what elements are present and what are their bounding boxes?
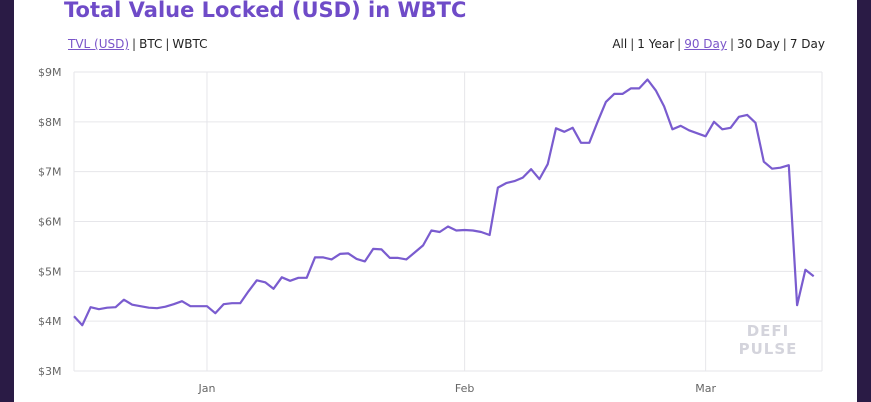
defi-pulse-watermark: DEFI PULSE	[732, 322, 804, 358]
tab-separator: |	[132, 37, 137, 51]
y-tick-label: $9M	[38, 66, 62, 79]
series-line	[73, 78, 815, 327]
watermark-line2: PULSE	[738, 340, 798, 358]
tab-tvl-usd[interactable]: TVL (USD)	[68, 37, 130, 51]
tab-wbtc[interactable]: WBTC	[172, 37, 208, 51]
tab-separator: |	[165, 37, 170, 51]
y-tick-label: $6M	[38, 216, 62, 229]
metric-tabs: TVL (USD) | BTC | WBTC	[68, 37, 208, 51]
tab-btc[interactable]: BTC	[139, 37, 163, 51]
y-tick-label: $7M	[38, 166, 62, 179]
x-tick-label: Feb	[455, 382, 474, 395]
x-tick-label: Jan	[197, 382, 215, 395]
range-tab-all[interactable]: All	[612, 37, 628, 51]
range-tab-90-day[interactable]: 90 Day	[684, 37, 727, 51]
tab-separator: |	[729, 37, 735, 51]
range-tabs: All | 1 Year | 90 Day | 30 Day | 7 Day	[612, 37, 825, 51]
watermark-line1: DEFI	[746, 322, 790, 340]
tab-separator: |	[677, 37, 682, 51]
y-tick-label: $5M	[38, 265, 62, 278]
chart-title: Total Value Locked (USD) in WBTC	[64, 0, 467, 22]
range-tab-30-day[interactable]: 30 Day	[737, 37, 780, 51]
tab-separator: |	[782, 37, 787, 51]
chart-panel	[14, 0, 857, 402]
range-tab-7-day[interactable]: 7 Day	[789, 37, 825, 51]
x-tick-label: Mar	[695, 382, 716, 395]
tab-separator: |	[630, 37, 635, 51]
y-tick-label: $3M	[38, 365, 62, 378]
y-tick-label: $8M	[38, 116, 62, 129]
range-tab-1-year[interactable]: 1 Year	[637, 37, 675, 51]
y-tick-label: $4M	[38, 315, 62, 328]
